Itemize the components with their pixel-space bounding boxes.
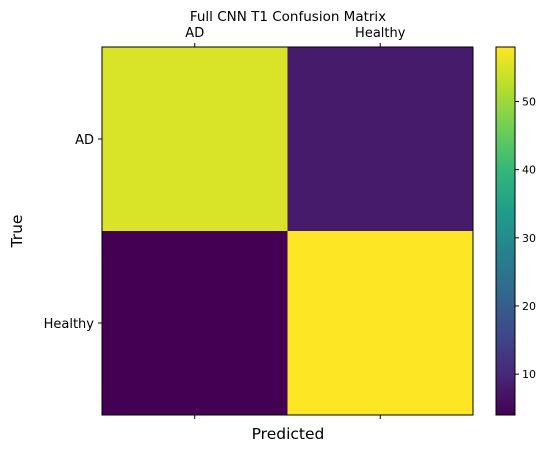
x-tick-label: Healthy — [355, 26, 406, 41]
chart-title: Full CNN T1 Confusion Matrix — [190, 9, 386, 25]
colorbar-tick-label: 20 — [522, 300, 536, 313]
colorbar-bar — [495, 46, 516, 416]
heatmap-cell-ad-healthy — [287, 47, 473, 231]
colorbar-tick-label: 30 — [522, 232, 536, 245]
x-tick-label: AD — [185, 26, 204, 41]
y-tick-label: Healthy — [44, 317, 95, 332]
y-axis-label: True — [8, 215, 26, 249]
colorbar-tick-label: 50 — [522, 96, 536, 109]
plot-frame — [101, 46, 474, 416]
colorbar-tick-label: 10 — [522, 368, 536, 381]
y-tick-label: AD — [75, 133, 94, 148]
heatmap-cell-healthy-ad — [102, 231, 288, 415]
x-axis-label: Predicted — [252, 425, 325, 443]
heatmap-cell-healthy-healthy — [287, 231, 473, 415]
colorbar-tick-label: 40 — [522, 164, 536, 177]
heatmap-cell-ad-ad — [102, 47, 288, 231]
axis-ticks: AD Healthy AD Healthy — [44, 26, 406, 419]
heatmap-cells — [102, 47, 473, 415]
colorbar-ticks: 10 20 30 40 50 — [515, 96, 536, 381]
